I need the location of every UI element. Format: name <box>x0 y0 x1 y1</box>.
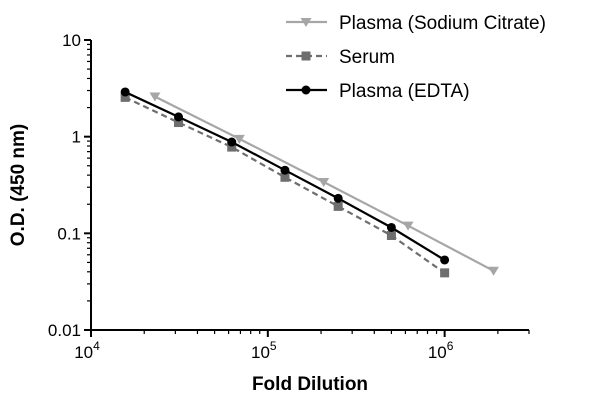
y-tick-label: 10 <box>62 31 81 50</box>
legend-swatch-marker <box>300 18 312 27</box>
legend-swatch-marker <box>301 85 311 95</box>
x-tick-label: 104 <box>74 339 100 362</box>
y-tick-label: 0.1 <box>57 224 81 243</box>
data-point <box>149 92 161 102</box>
x-tick-label: 105 <box>251 339 277 362</box>
legend-label: Plasma (Sodium Citrate) <box>339 13 546 34</box>
data-point <box>173 112 183 122</box>
legend-label: Serum <box>339 47 395 68</box>
data-point <box>440 255 450 265</box>
series-0 <box>149 92 500 276</box>
series-1 <box>120 92 450 278</box>
data-point <box>386 222 396 232</box>
data-point <box>280 172 290 182</box>
data-point <box>233 134 245 144</box>
x-tick-label: 106 <box>428 339 454 362</box>
axes <box>90 40 529 331</box>
data-point <box>227 137 237 147</box>
legend-entry: Serum <box>286 47 395 68</box>
series-layer <box>120 87 500 278</box>
data-point <box>440 268 450 278</box>
data-point <box>488 266 500 276</box>
data-point <box>386 230 396 240</box>
data-point <box>333 201 343 211</box>
legend: Plasma (Sodium Citrate) Serum Plasma (EDTA… <box>286 13 546 102</box>
y-axis-title: O.D. (450 nm) <box>8 124 29 246</box>
y-tick-label: 1 <box>72 128 81 147</box>
y-tick-label: 0.01 <box>48 321 81 340</box>
x-axis-title: Fold Dilution <box>252 374 368 395</box>
data-point <box>227 142 237 152</box>
series-line <box>124 96 446 274</box>
data-point <box>318 177 330 187</box>
data-point <box>333 193 343 203</box>
data-point <box>280 165 290 175</box>
data-point <box>120 92 130 102</box>
legend-entry: Plasma (Sodium Citrate) <box>286 13 546 34</box>
data-point <box>120 87 130 97</box>
legend-entry: Plasma (EDTA) <box>286 81 470 102</box>
data-point <box>173 118 183 128</box>
series-2 <box>120 87 450 265</box>
legend-label: Plasma (EDTA) <box>339 81 470 102</box>
legend-swatch-marker <box>301 51 311 61</box>
data-point <box>402 221 414 231</box>
